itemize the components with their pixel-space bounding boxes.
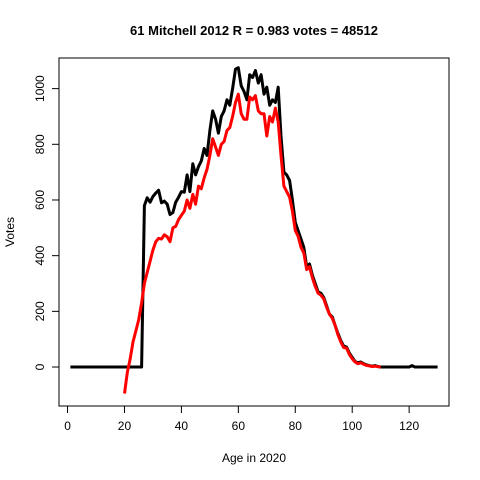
x-tick-label: 120 xyxy=(399,419,419,433)
y-axis: 0 200 400 600 800 1000 xyxy=(33,75,60,370)
x-tick-label: 80 xyxy=(289,419,303,433)
y-tick-label: 0 xyxy=(33,363,47,370)
x-tick-label: 20 xyxy=(118,419,132,433)
series-line-0 xyxy=(70,66,438,369)
series-line-1 xyxy=(123,92,381,394)
x-axis-label: Age in 2020 xyxy=(222,451,286,465)
y-axis-label: Votes xyxy=(3,217,17,247)
x-tick-label: 0 xyxy=(64,419,71,433)
x-tick-label: 60 xyxy=(232,419,246,433)
y-tick-label: 800 xyxy=(33,134,47,154)
y-tick-label: 600 xyxy=(33,190,47,210)
plot-frame xyxy=(58,57,450,407)
y-tick-label: 1000 xyxy=(33,75,47,102)
y-tick-label: 400 xyxy=(33,245,47,265)
y-tick-label: 200 xyxy=(33,301,47,321)
x-tick-label: 40 xyxy=(175,419,189,433)
series-layer xyxy=(70,66,438,394)
x-axis: 0 20 40 60 80 100 120 xyxy=(64,405,419,433)
x-tick-label: 100 xyxy=(342,419,362,433)
chart-title: 61 Mitchell 2012 R = 0.983 votes = 48512 xyxy=(130,23,378,38)
